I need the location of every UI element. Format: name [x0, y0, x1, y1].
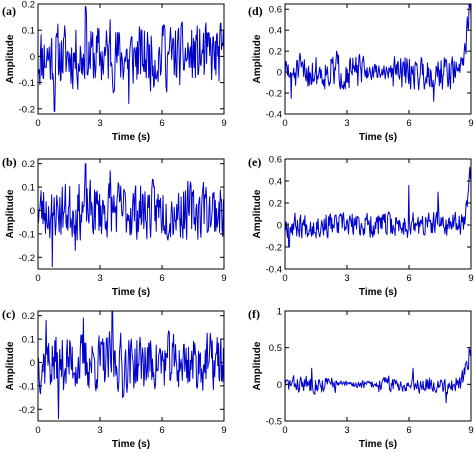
- panel-label: (f): [248, 307, 260, 321]
- subplot-4: (e) 0 3 6 9 -0.4 -0.2 0 0.2 0.4 0.6 Time (s) Amplitu…: [248, 155, 474, 299]
- y-tick-label: 0: [277, 68, 282, 79]
- y-tick-label: 0.1: [22, 335, 35, 346]
- y-tick-label: 0.5: [269, 343, 282, 354]
- y-axis-label: Amplitude: [252, 189, 263, 238]
- y-tick-label: 1: [277, 307, 282, 318]
- x-tick-label: 3: [97, 425, 102, 436]
- y-tick-label: 0: [30, 358, 35, 369]
- y-tick-label: 0.2: [22, 0, 35, 11]
- y-tick-label: -0.1: [19, 229, 35, 240]
- subplot-2: (c) 0 3 6 9 -0.2 -0.1 0 0.1 0.2 Time (s) Amplitude: [2, 307, 227, 450]
- subplot-3: (d) 0 3 6 9 -0.4 -0.2 0 0.2 0.4 0.6 Time (s) Amplitu…: [248, 3, 474, 143]
- y-axis-label: Amplitude: [5, 189, 16, 238]
- series-line: [37, 163, 225, 268]
- plot-frame: [284, 3, 472, 115]
- subplot-1: (b) 0 3 6 9 -0.2 -0.1 0 0.1 0.2 Time (s) Amplitude: [2, 155, 227, 298]
- y-tick-label: 0.6: [269, 155, 282, 166]
- panel-label: (b): [2, 155, 17, 169]
- x-tick-label: 3: [97, 118, 102, 129]
- y-axis-label: Amplitude: [5, 34, 16, 83]
- panel-label: (d): [248, 4, 263, 18]
- x-tick-label: 6: [159, 425, 164, 436]
- plot-frame: [37, 3, 225, 115]
- plot-frame: [37, 158, 225, 270]
- x-tick-label: 9: [221, 425, 226, 436]
- y-tick-label: 0.1: [22, 183, 35, 194]
- y-axis-label: Amplitude: [5, 341, 16, 390]
- x-tick-label: 0: [35, 425, 40, 436]
- y-tick-label: -0.4: [266, 110, 282, 121]
- x-axis-label: Time (s): [359, 287, 397, 298]
- plot-frame: [284, 158, 472, 270]
- y-tick-label: -0.1: [19, 78, 35, 89]
- y-tick-label: 0.2: [22, 159, 35, 170]
- panel-label: (c): [2, 307, 15, 321]
- x-axis-label: Time (s): [112, 132, 150, 143]
- y-tick-label: -0.4: [266, 265, 282, 276]
- y-tick-label: 0: [30, 52, 35, 63]
- x-tick-label: 9: [468, 273, 473, 284]
- y-tick-label: 0.2: [22, 311, 35, 322]
- panel-label: (e): [248, 155, 261, 169]
- series-line: [37, 310, 225, 420]
- x-tick-label: 3: [344, 273, 349, 284]
- x-tick-label: 6: [159, 118, 164, 129]
- y-tick-label: 0: [30, 206, 35, 217]
- x-tick-label: 0: [35, 118, 40, 129]
- plot-frame: [37, 310, 225, 422]
- series-line: [284, 166, 472, 248]
- y-tick-label: 0.6: [269, 5, 282, 16]
- y-tick-label: -0.2: [266, 243, 282, 254]
- x-tick-label: 9: [468, 118, 473, 129]
- y-tick-label: -0.2: [19, 104, 35, 115]
- plot-frame: [284, 310, 472, 422]
- x-tick-label: 6: [406, 425, 411, 436]
- x-tick-label: 3: [344, 118, 349, 129]
- series-line: [284, 3, 472, 102]
- panel-label: (a): [2, 4, 16, 18]
- y-tick-label: 0: [277, 221, 282, 232]
- y-tick-label: 0.4: [269, 177, 282, 188]
- x-axis-label: Time (s): [359, 132, 397, 143]
- x-tick-label: 0: [282, 273, 287, 284]
- y-tick-label: 0: [277, 380, 282, 391]
- x-tick-label: 6: [159, 273, 164, 284]
- y-tick-label: -0.5: [266, 417, 282, 428]
- x-tick-label: 0: [35, 273, 40, 284]
- y-tick-label: -0.2: [19, 253, 35, 264]
- y-tick-label: 0.1: [22, 26, 35, 37]
- x-tick-label: 3: [97, 273, 102, 284]
- y-tick-label: 0.2: [269, 47, 282, 58]
- y-tick-label: -0.2: [19, 405, 35, 416]
- y-tick-label: -0.2: [266, 89, 282, 100]
- x-tick-label: 6: [406, 273, 411, 284]
- y-axis-label: Amplitude: [252, 341, 263, 390]
- y-tick-label: 0.4: [269, 26, 282, 37]
- x-tick-label: 9: [468, 425, 473, 436]
- y-axis-label: Amplitude: [252, 34, 263, 83]
- subplot-0: (a) 0 3 6 9 -0.2 -0.1 0 0.1 0.2 Time (s) Amplitude: [2, 0, 227, 143]
- series-line: [284, 347, 472, 404]
- x-axis-label: Time (s): [359, 439, 397, 450]
- x-axis-label: Time (s): [112, 439, 150, 450]
- x-tick-label: 6: [406, 118, 411, 129]
- y-tick-label: -0.1: [19, 381, 35, 392]
- series-line: [37, 6, 225, 112]
- x-tick-label: 9: [221, 118, 226, 129]
- x-tick-label: 0: [282, 425, 287, 436]
- x-tick-label: 9: [221, 273, 226, 284]
- x-axis-label: Time (s): [112, 287, 150, 298]
- x-tick-label: 3: [344, 425, 349, 436]
- x-tick-label: 0: [282, 118, 287, 129]
- y-tick-label: 0.2: [269, 199, 282, 210]
